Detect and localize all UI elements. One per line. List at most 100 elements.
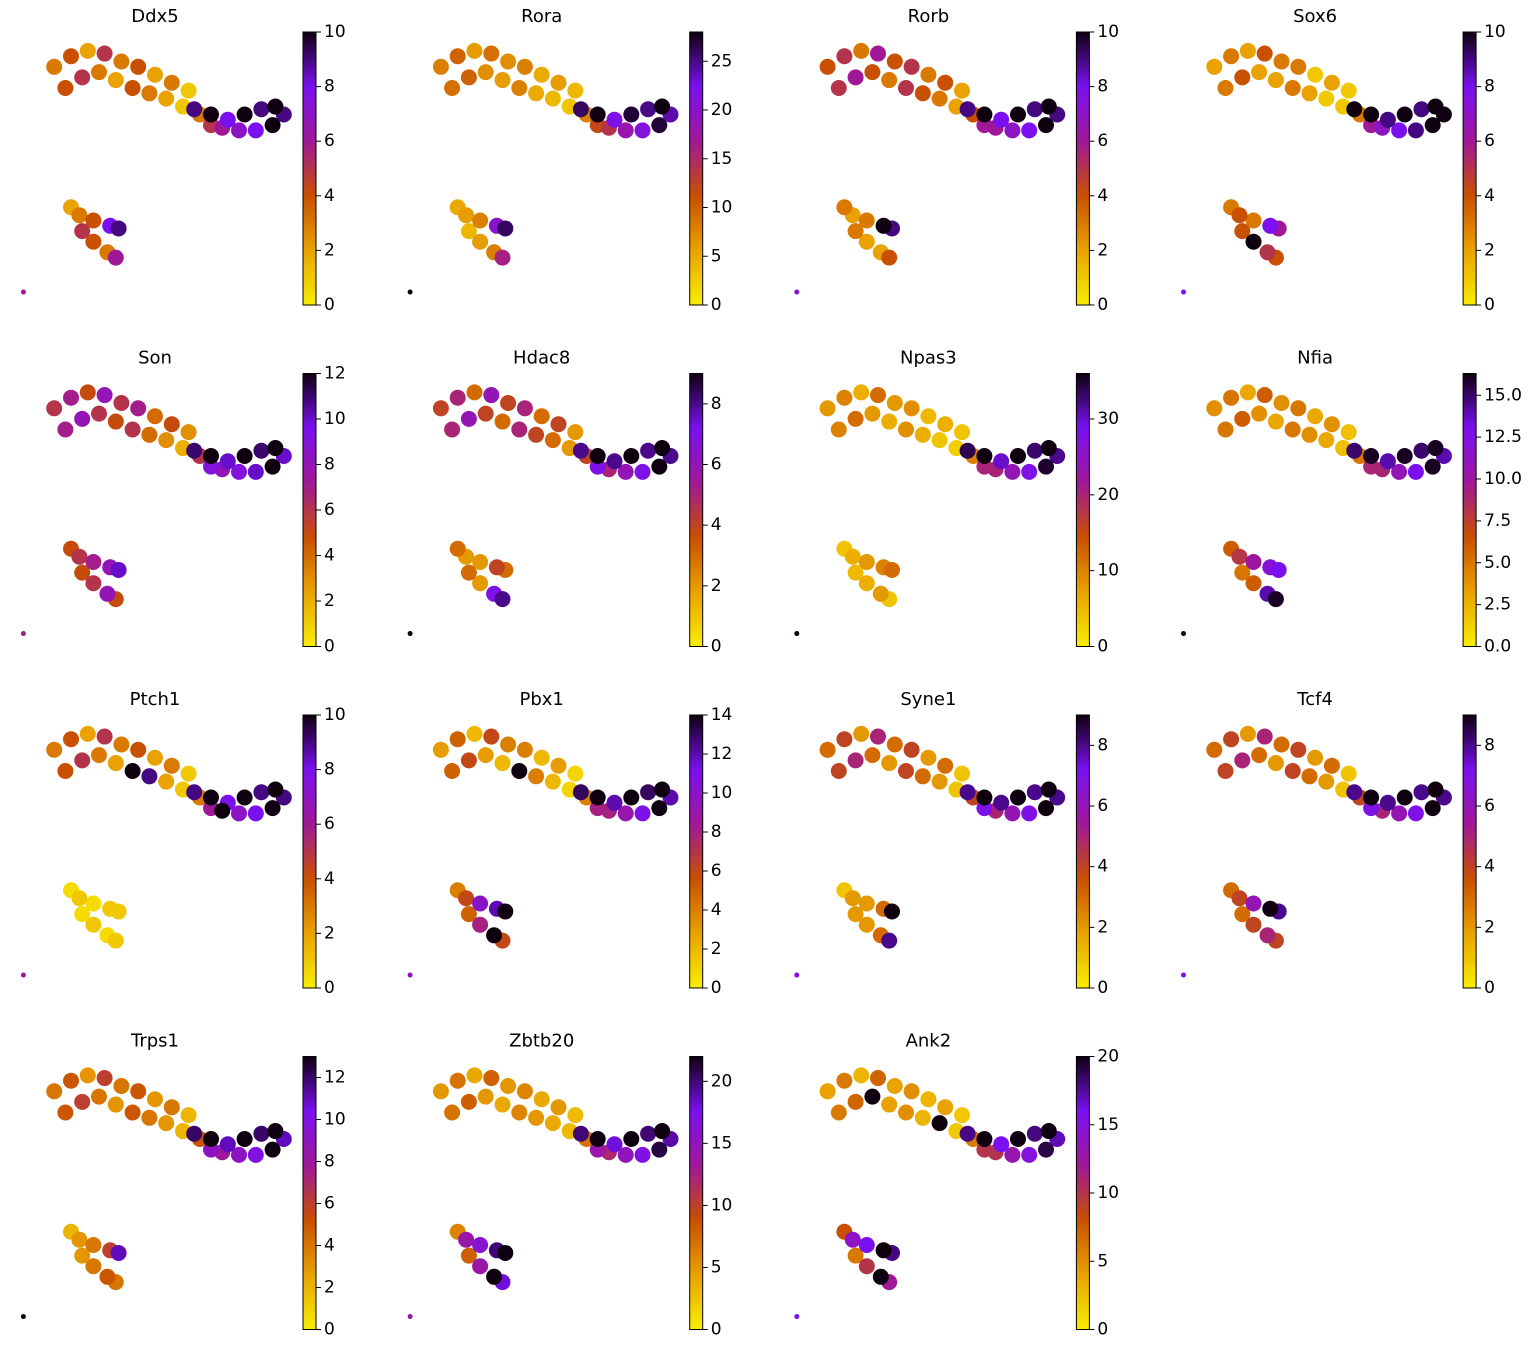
cell-point bbox=[875, 1242, 892, 1259]
cell-point bbox=[63, 1072, 79, 1089]
cell-point bbox=[1284, 421, 1301, 438]
colorbar-tick-label: 2 bbox=[324, 591, 335, 611]
cell-point bbox=[1267, 72, 1284, 89]
colorbar-tick-label: 6 bbox=[324, 500, 335, 520]
cell-point bbox=[186, 1125, 203, 1142]
colorbar-tick-label: 4 bbox=[711, 515, 722, 535]
cell-point bbox=[85, 212, 102, 229]
cell-point bbox=[1021, 463, 1038, 480]
cell-point bbox=[993, 1136, 1010, 1153]
panel: Npas3 0 10 20 30 bbox=[794, 348, 1119, 657]
panel-title: Trps1 bbox=[130, 1031, 179, 1052]
cell-point bbox=[113, 395, 130, 411]
cell-point bbox=[898, 1104, 914, 1121]
cell-point bbox=[937, 416, 954, 433]
cell-point bbox=[976, 789, 993, 806]
cell-point bbox=[63, 731, 79, 748]
cell-point bbox=[881, 1096, 898, 1113]
colorbar-tick-label: 0 bbox=[1484, 978, 1495, 998]
cell-point bbox=[247, 463, 264, 480]
cell-point bbox=[1363, 106, 1380, 123]
cell-point bbox=[264, 1141, 281, 1158]
cell-point bbox=[449, 1072, 466, 1089]
cell-point bbox=[63, 48, 79, 65]
cell-point bbox=[236, 1131, 253, 1147]
colorbar-tick-label: 6 bbox=[324, 131, 335, 151]
cell-point bbox=[203, 1131, 219, 1147]
cell-point bbox=[870, 45, 886, 62]
cell-point bbox=[460, 223, 477, 240]
cell-point bbox=[606, 1136, 623, 1153]
cell-point bbox=[1256, 45, 1273, 62]
cell-point bbox=[634, 805, 651, 822]
cell-point bbox=[147, 1091, 163, 1108]
cell-point bbox=[794, 972, 800, 978]
cell-point bbox=[1318, 773, 1335, 790]
colorbar-tick-label: 0 bbox=[324, 1320, 335, 1340]
cell-point bbox=[1231, 890, 1248, 907]
panel-title: Rorb bbox=[908, 6, 950, 27]
cell-point bbox=[516, 400, 533, 417]
cell-point bbox=[1346, 442, 1363, 459]
colorbar-tick-label: 0 bbox=[324, 637, 335, 657]
cell-point bbox=[180, 424, 197, 441]
cell-point bbox=[1407, 463, 1424, 480]
cell-point bbox=[640, 1125, 657, 1142]
panel-title: Hdac8 bbox=[513, 348, 570, 369]
cell-point bbox=[528, 426, 545, 443]
cell-point bbox=[432, 1083, 449, 1100]
cell-point bbox=[1262, 217, 1279, 234]
colorbar bbox=[1462, 31, 1477, 306]
cell-point bbox=[1021, 122, 1038, 139]
cell-point bbox=[937, 757, 954, 774]
cell-point bbox=[847, 906, 864, 923]
cell-point bbox=[444, 80, 461, 96]
cell-point bbox=[1239, 725, 1256, 742]
cell-point bbox=[886, 1078, 903, 1094]
cell-point bbox=[1290, 741, 1307, 758]
panel: Tcf4 0 2 4 6 8 bbox=[1181, 689, 1495, 998]
cell-point bbox=[494, 413, 511, 430]
cell-point bbox=[460, 69, 477, 86]
cell-point bbox=[91, 64, 107, 81]
cell-point bbox=[1245, 212, 1262, 229]
cell-point bbox=[1004, 1146, 1021, 1163]
cell-point bbox=[1038, 800, 1054, 817]
cell-point bbox=[1251, 405, 1268, 422]
cell-point bbox=[124, 1104, 141, 1121]
cell-point bbox=[46, 58, 63, 75]
cell-point bbox=[1234, 906, 1251, 923]
cell-point bbox=[794, 1314, 800, 1320]
cell-point bbox=[847, 69, 864, 86]
cell-point bbox=[1301, 426, 1318, 443]
cell-point bbox=[158, 1115, 175, 1132]
cell-point bbox=[483, 387, 500, 404]
cell-point bbox=[1231, 548, 1248, 565]
cell-point bbox=[57, 763, 74, 779]
cell-point bbox=[1038, 117, 1054, 134]
cell-point bbox=[130, 400, 147, 417]
cell-point bbox=[1217, 80, 1234, 96]
cell-point bbox=[1010, 106, 1026, 123]
cell-point bbox=[914, 1109, 931, 1126]
colorbar-tick-label: 2 bbox=[1484, 240, 1495, 260]
cell-point bbox=[79, 725, 96, 742]
cell-point bbox=[847, 223, 864, 240]
cell-point bbox=[1427, 781, 1444, 798]
cell-point bbox=[74, 1247, 91, 1264]
cell-point bbox=[110, 903, 127, 920]
cell-point bbox=[180, 82, 197, 99]
colorbar-tick-label: 2 bbox=[1097, 240, 1108, 260]
cell-point bbox=[1251, 747, 1268, 764]
cell-point bbox=[853, 384, 870, 401]
cell-point bbox=[1026, 101, 1043, 118]
cell-point bbox=[466, 1067, 483, 1084]
colorbar-tick-label: 14 bbox=[711, 705, 733, 725]
colorbar-tick-label: 8 bbox=[1484, 735, 1495, 755]
cell-point bbox=[640, 442, 657, 459]
cell-point bbox=[617, 1146, 634, 1163]
cell-point bbox=[1040, 440, 1057, 457]
cell-point bbox=[864, 405, 881, 422]
cell-point bbox=[1004, 122, 1021, 139]
cell-point bbox=[511, 80, 528, 96]
